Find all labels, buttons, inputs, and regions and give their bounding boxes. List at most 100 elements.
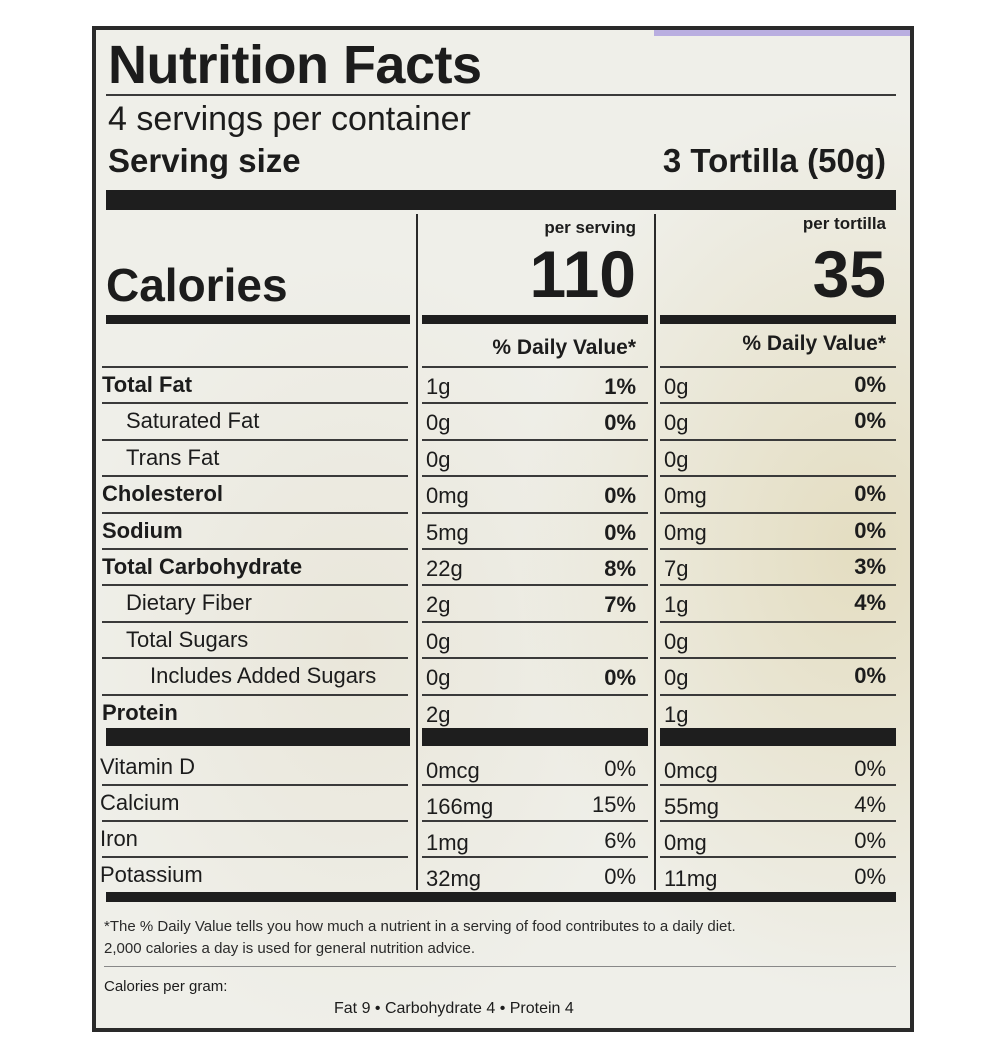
tortilla-amount: 0mg: [664, 519, 707, 545]
row-divider: [422, 621, 648, 623]
serving-percent: 0%: [604, 756, 636, 781]
calories-per-serving: 110: [529, 237, 636, 311]
vitamin-label: Iron: [100, 826, 138, 851]
nutrient-label: Total Fat: [102, 372, 193, 397]
serving-size-label: Serving size: [108, 142, 301, 179]
nutrient-label: Total Sugars: [126, 626, 249, 652]
serving-percent: 6%: [604, 828, 636, 853]
row-divider: [422, 694, 648, 696]
serving-amount: 0g: [426, 410, 451, 436]
row-divider: [660, 820, 896, 822]
tortilla-percent: 3%: [854, 554, 886, 579]
nutrient-label: Saturated Fat: [126, 408, 260, 434]
row-divider: [422, 512, 648, 514]
serving-amount: 0mg: [426, 483, 469, 509]
serving-percent: 8%: [604, 556, 636, 581]
tortilla-amount: 0mcg: [664, 758, 718, 783]
divider: [104, 966, 896, 967]
medium-divider: [422, 315, 648, 324]
row-divider: [102, 548, 408, 550]
medium-divider: [106, 892, 896, 902]
row-divider: [660, 512, 896, 514]
column-divider: [416, 214, 418, 890]
row-divider: [660, 475, 896, 477]
tortilla-amount: 0g: [664, 446, 689, 472]
row-divider: [660, 439, 896, 441]
tortilla-percent: 0%: [854, 517, 886, 543]
medium-divider: [660, 315, 896, 324]
divider: [106, 94, 896, 96]
tortilla-percent: 0%: [854, 663, 886, 689]
footnote-line2: 2,000 calories a day is used for general…: [104, 940, 476, 957]
serving-amount: 2g: [426, 592, 451, 618]
footnote-line1: *The % Daily Value tells you how much a …: [104, 918, 736, 935]
serving-amount: 0g: [426, 628, 451, 654]
vitamin-label: Calcium: [100, 790, 180, 815]
row-divider: [660, 402, 896, 404]
row-divider: [660, 784, 896, 786]
serving-amount: 0g: [426, 446, 451, 472]
serving-amount: 1g: [426, 374, 451, 399]
row-divider: [660, 856, 896, 858]
column-divider: [654, 214, 656, 890]
calories-per-gram-label: Calories per gram:: [104, 978, 228, 995]
serving-amount: 1mg: [426, 830, 469, 855]
nutrient-label: Sodium: [102, 517, 183, 543]
tortilla-amount: 1g: [664, 701, 689, 727]
row-divider: [102, 402, 408, 404]
row-divider: [102, 475, 408, 477]
thick-divider: [422, 728, 648, 746]
vitamin-label: Vitamin D: [100, 754, 195, 779]
serving-amount: 2g: [426, 701, 451, 727]
serving-amount: 0g: [426, 665, 451, 691]
serving-amount: 5mg: [426, 519, 469, 545]
row-divider: [660, 548, 896, 550]
serving-percent: 0%: [604, 483, 636, 509]
row-divider: [660, 694, 896, 696]
serving-percent: 0%: [604, 410, 636, 436]
row-divider: [102, 856, 408, 858]
row-divider: [102, 439, 408, 441]
row-divider: [102, 584, 408, 586]
tortilla-amount: 0g: [664, 374, 689, 399]
tortilla-percent: 4%: [854, 792, 886, 817]
row-divider: [422, 784, 648, 786]
tortilla-percent: 0%: [854, 481, 886, 507]
serving-percent: 0%: [604, 519, 636, 545]
row-divider: [102, 657, 408, 659]
tortilla-amount: 0g: [664, 410, 689, 436]
row-divider: [422, 584, 648, 586]
medium-divider: [106, 315, 410, 324]
row-divider: [102, 366, 408, 368]
serving-amount: 22g: [426, 556, 463, 581]
tortilla-percent: 0%: [854, 864, 886, 889]
nutrition-facts-label: Nutrition Facts 4 servings per container…: [92, 26, 914, 1032]
nutrient-label: Total Carbohydrate: [102, 554, 303, 579]
row-divider: [422, 475, 648, 477]
thick-divider: [106, 190, 896, 210]
tortilla-percent: 4%: [854, 590, 886, 616]
servings-per-container: 4 servings per container: [108, 100, 471, 138]
tortilla-amount: 0mg: [664, 483, 707, 509]
row-divider: [422, 657, 648, 659]
row-divider: [422, 856, 648, 858]
tortilla-amount: 11mg: [664, 866, 718, 891]
row-divider: [422, 402, 648, 404]
thick-divider: [106, 728, 410, 746]
row-divider: [660, 621, 896, 623]
per-tortilla-label: per tortilla: [802, 214, 886, 233]
calories-per-gram-values: Fat 9 • Carbohydrate 4 • Protein 4: [334, 1000, 574, 1017]
serving-amount: 32mg: [426, 866, 482, 891]
row-divider: [660, 657, 896, 659]
serving-amount: 166mg: [426, 794, 494, 819]
row-divider: [102, 512, 408, 514]
row-divider: [660, 584, 896, 586]
row-divider: [102, 784, 408, 786]
tortilla-amount: 1g: [664, 592, 689, 618]
calories-label: Calories: [106, 259, 288, 311]
tortilla-amount: 7g: [664, 556, 689, 581]
serving-percent: 0%: [604, 665, 636, 691]
row-divider: [422, 820, 648, 822]
nutrient-label: Trans Fat: [126, 444, 220, 470]
row-divider: [422, 366, 648, 368]
